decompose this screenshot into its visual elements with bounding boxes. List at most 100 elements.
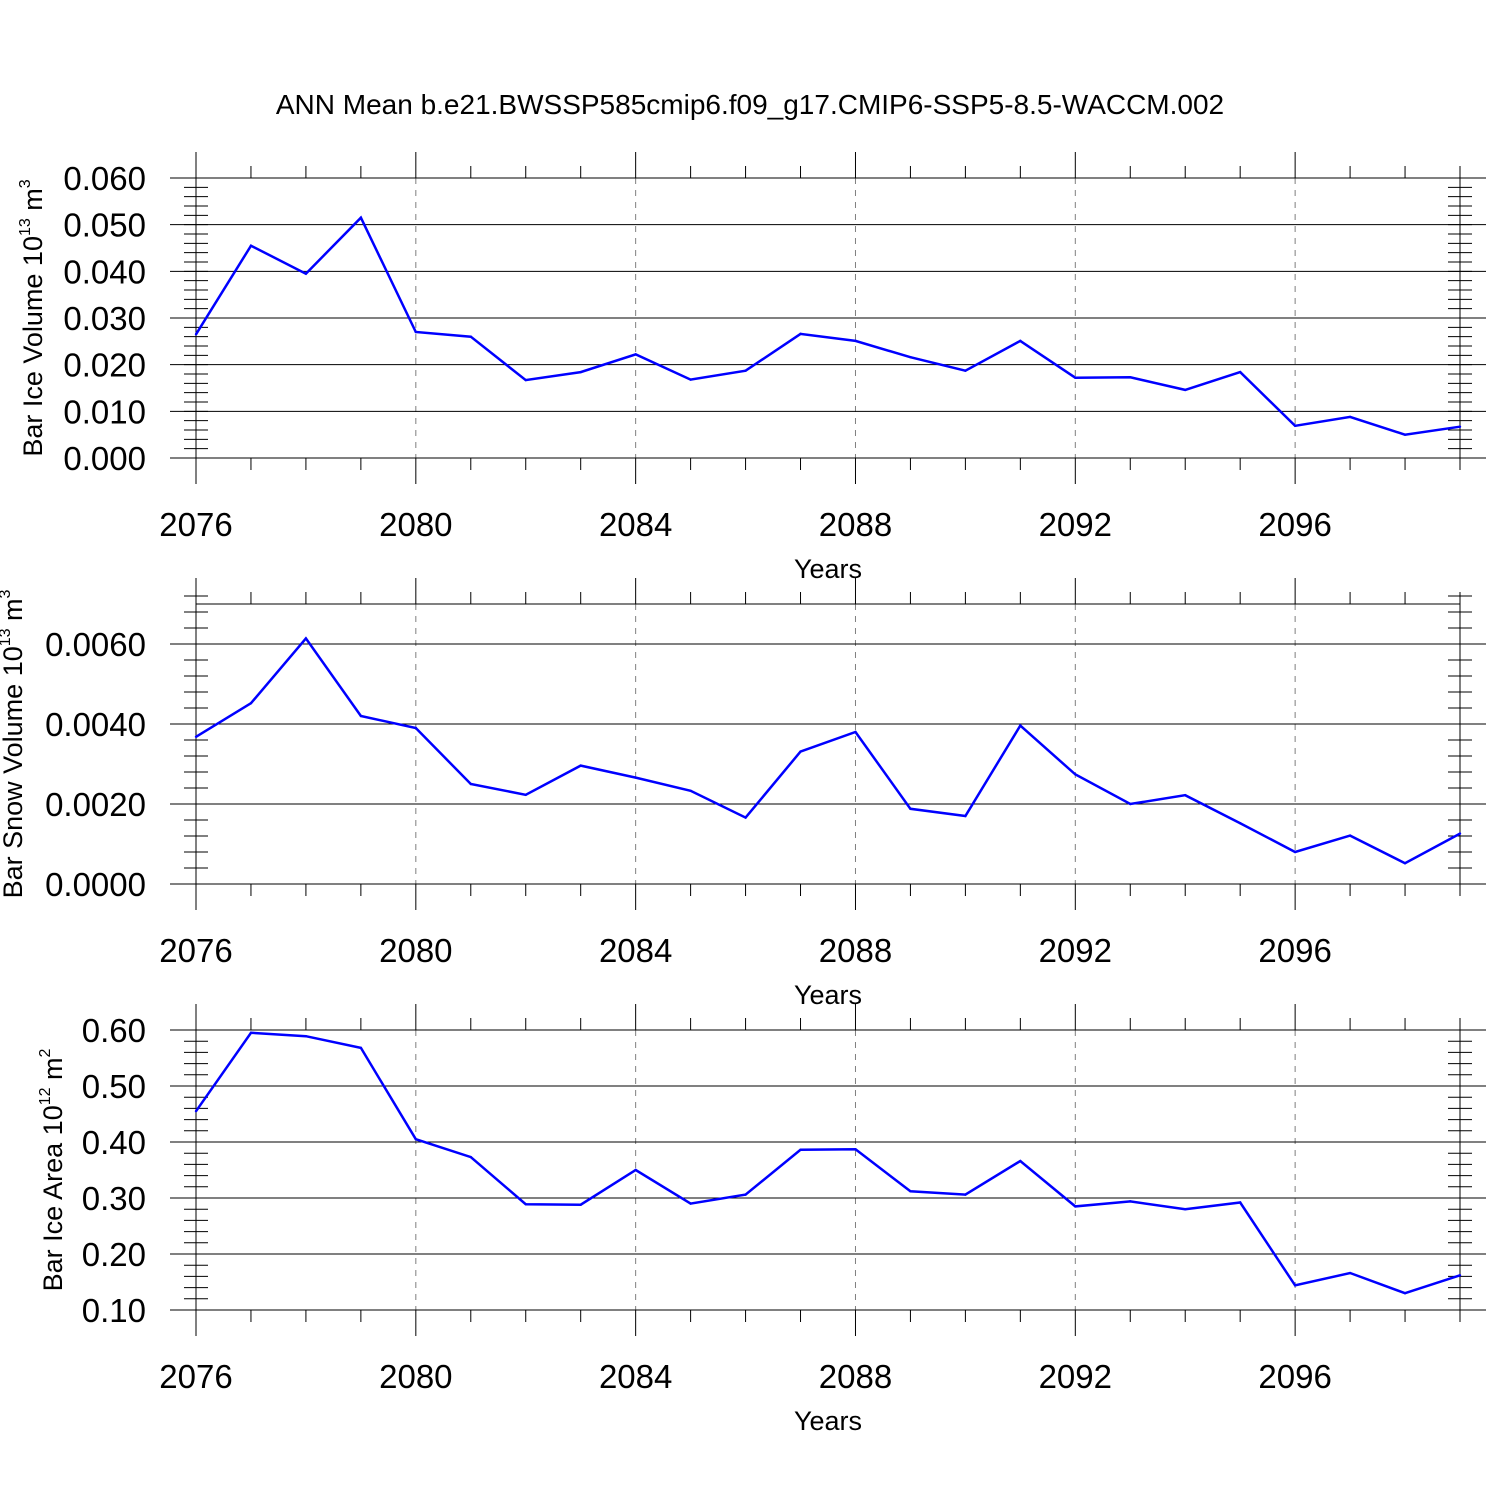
data-point xyxy=(579,764,582,767)
x-axis-label: Years xyxy=(794,980,862,1010)
data-point xyxy=(1293,424,1297,427)
data-point xyxy=(909,807,912,810)
x-tick-label: 2084 xyxy=(599,506,672,543)
y-tick-label: 0.010 xyxy=(63,393,146,430)
y-tick-label: 0.0000 xyxy=(45,866,146,903)
data-point xyxy=(194,333,198,336)
data-point xyxy=(1129,1200,1132,1203)
data-point xyxy=(854,339,857,343)
data-point xyxy=(689,789,692,792)
data-point xyxy=(1293,1284,1297,1287)
x-tick-label: 2096 xyxy=(1258,932,1331,969)
data-point xyxy=(414,1138,418,1141)
data-point xyxy=(1348,415,1352,419)
data-point xyxy=(579,1203,582,1206)
data-point xyxy=(194,735,198,738)
series-line xyxy=(194,1031,1461,1295)
data-point xyxy=(634,776,637,779)
data-point xyxy=(524,793,527,796)
y-tick-label: 0.20 xyxy=(82,1236,146,1273)
x-tick-label: 2076 xyxy=(159,1358,232,1395)
data-point xyxy=(909,1190,912,1193)
data-point xyxy=(1403,433,1407,436)
data-point xyxy=(1348,834,1352,837)
data-point xyxy=(689,1202,692,1205)
plot-frame xyxy=(195,603,1461,885)
data-point xyxy=(634,1168,637,1172)
data-point xyxy=(469,335,472,338)
data-point xyxy=(964,369,967,372)
plot-frame xyxy=(195,1029,1461,1311)
x-tick-label: 2084 xyxy=(599,1358,672,1395)
data-point xyxy=(1019,339,1022,343)
y-tick-label: 0.30 xyxy=(82,1180,146,1217)
data-point xyxy=(1458,1274,1462,1277)
data-point xyxy=(1129,802,1132,806)
y-axis-label: Bar Ice Volume 1013 m3 xyxy=(17,179,48,456)
data-point xyxy=(524,378,527,382)
y-tick-label: 0.50 xyxy=(82,1068,146,1105)
data-point xyxy=(194,1110,198,1113)
x-tick-label: 2080 xyxy=(379,506,452,543)
y-tick-label: 0.10 xyxy=(82,1292,146,1329)
data-point xyxy=(1238,370,1242,374)
data-point xyxy=(744,816,747,819)
x-tick-label: 2088 xyxy=(819,1358,892,1395)
y-tick-label: 0.060 xyxy=(63,160,146,197)
data-point xyxy=(1019,1159,1022,1163)
x-tick-label: 2084 xyxy=(599,932,672,969)
chart-panel-1: 2076 2080 2084 2088 2092 2096 0.000 0.010 0.020 0… xyxy=(17,152,1486,584)
data-point xyxy=(1403,1292,1407,1295)
x-tick-label: 2096 xyxy=(1258,506,1331,543)
y-tick-label: 0.030 xyxy=(63,300,146,337)
data-point xyxy=(854,730,857,734)
x-tick-label: 2096 xyxy=(1258,1358,1331,1395)
y-axis-label: Bar Snow Volume 1013 m3 xyxy=(0,589,28,898)
y-tick-label: 0.0040 xyxy=(45,706,146,743)
y-tick-label: 0.60 xyxy=(82,1012,146,1049)
data-point xyxy=(469,782,472,786)
data-point xyxy=(1184,1208,1187,1211)
data-point xyxy=(414,330,418,334)
data-point xyxy=(799,332,802,336)
figure-title: ANN Mean b.e21.BWSSP585cmip6.f09_g17.CMI… xyxy=(276,89,1224,120)
data-point xyxy=(1074,1205,1077,1208)
data-point xyxy=(689,378,692,381)
data-point xyxy=(854,1148,857,1151)
data-point xyxy=(359,216,363,219)
data-point xyxy=(1184,388,1187,392)
y-tick-label: 0.0060 xyxy=(45,626,146,663)
data-point xyxy=(304,272,308,275)
x-tick-label: 2092 xyxy=(1039,932,1112,969)
data-point xyxy=(1348,1271,1352,1275)
x-tick-label: 2092 xyxy=(1039,1358,1112,1395)
y-tick-label: 0.0020 xyxy=(45,786,146,823)
data-point xyxy=(1238,1201,1242,1204)
data-point xyxy=(414,726,418,730)
data-point xyxy=(579,370,582,374)
x-tick-label: 2088 xyxy=(819,932,892,969)
data-point xyxy=(1074,376,1077,379)
data-point xyxy=(1238,822,1242,825)
y-tick-label: 0.040 xyxy=(63,253,146,290)
data-point xyxy=(249,1031,253,1035)
x-axis-label: Years xyxy=(794,554,862,584)
data-point xyxy=(249,244,253,247)
data-point xyxy=(304,637,308,640)
x-tick-label: 2076 xyxy=(159,932,232,969)
panels: 2076 2080 2084 2088 2092 2096 0.000 0.010 0.020 0… xyxy=(0,152,1486,1436)
y-tick-label: 0.020 xyxy=(63,347,146,384)
data-point xyxy=(469,1155,472,1159)
series-line xyxy=(194,215,1461,436)
data-point xyxy=(1458,832,1462,835)
data-point xyxy=(1403,862,1407,865)
y-tick-label: 0.050 xyxy=(63,207,146,244)
data-point xyxy=(1184,794,1187,797)
data-point xyxy=(1019,724,1022,727)
data-point xyxy=(799,1148,802,1152)
data-point xyxy=(1074,773,1077,776)
data-point xyxy=(524,1202,527,1206)
x-tick-label: 2092 xyxy=(1039,506,1112,543)
data-point xyxy=(1293,850,1297,854)
y-tick-label: 0.40 xyxy=(82,1124,146,1161)
